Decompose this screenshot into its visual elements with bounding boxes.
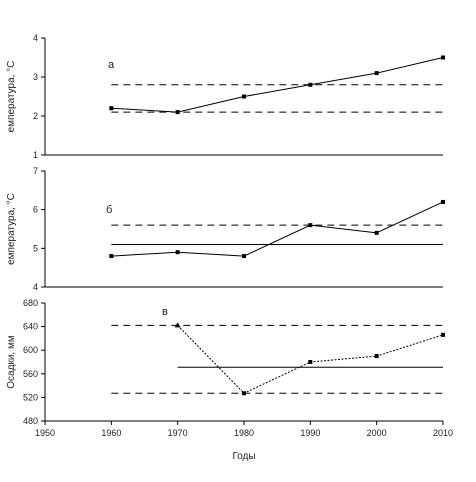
series-line	[111, 57, 444, 113]
data-point	[109, 254, 114, 259]
y-tick-label: 600	[23, 345, 38, 355]
data-point	[441, 199, 445, 204]
y-tick-label: 5	[33, 243, 38, 253]
panel-2: 4 5 6 7 емпература, °С б	[6, 166, 445, 292]
panel-label: б	[106, 204, 112, 216]
series-line	[177, 325, 444, 394]
data-point	[374, 71, 379, 76]
y-axis-label: Осадки, мм	[6, 335, 17, 389]
y-tick-label: 560	[23, 369, 38, 379]
y-tick-label: 6	[33, 205, 38, 215]
data-point	[175, 250, 180, 255]
panel-3: 480 520 560 600 640 680 Осадки, мм в	[6, 298, 445, 426]
data-point	[174, 322, 181, 328]
data-point	[441, 55, 445, 60]
x-tick-label: 1950	[35, 428, 55, 438]
x-tick-label: 1960	[101, 428, 121, 438]
y-tick-label: 680	[23, 298, 38, 308]
y-tick-label: 7	[33, 166, 38, 176]
data-point	[242, 391, 246, 396]
data-point	[441, 332, 445, 337]
y-axis-label: емпература, °С	[6, 61, 17, 133]
x-tick-label: 1990	[300, 428, 320, 438]
y-tick-label: 480	[23, 416, 38, 426]
data-point	[109, 106, 114, 111]
y-tick-label: 520	[23, 392, 38, 402]
x-tick-label: 1980	[234, 428, 254, 438]
x-axis-label: Годы	[232, 451, 255, 462]
series-line	[111, 201, 444, 257]
data-point	[242, 254, 246, 259]
data-point	[308, 360, 313, 364]
y-axis-label: емпература, °С	[6, 193, 17, 265]
data-point	[308, 223, 313, 228]
y-tick-label: 2	[33, 111, 38, 121]
x-tick-label: 2000	[367, 428, 387, 438]
data-point	[374, 230, 379, 235]
y-tick-label: 640	[23, 322, 38, 332]
data-point	[242, 94, 246, 99]
panel-label: а	[108, 59, 115, 71]
y-tick-label: 1	[33, 150, 38, 160]
x-tick-label: 1970	[168, 428, 188, 438]
panel-label: в	[162, 306, 168, 318]
y-tick-label: 4	[33, 33, 38, 43]
y-tick-label: 4	[33, 282, 38, 292]
panel-1: 1 2 3 4 емпература, °С а	[6, 33, 445, 160]
data-point	[175, 110, 180, 115]
x-tick-label: 2010	[433, 428, 453, 438]
y-tick-label: 3	[33, 72, 38, 82]
data-point	[308, 82, 313, 87]
data-point	[374, 354, 379, 359]
